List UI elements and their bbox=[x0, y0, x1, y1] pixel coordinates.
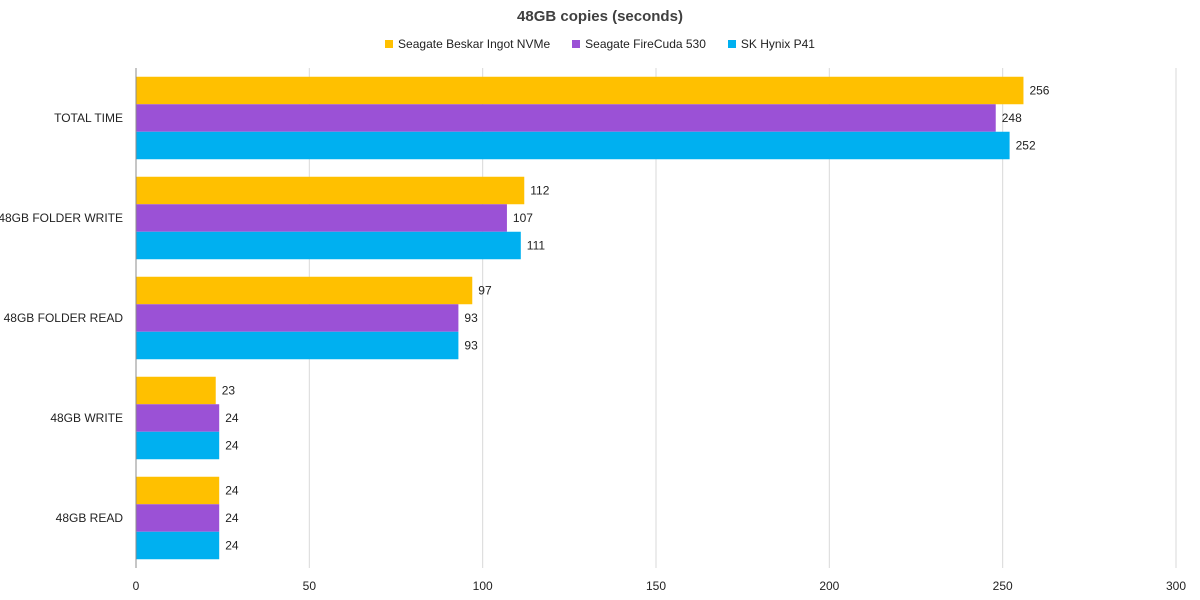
bar bbox=[136, 104, 996, 132]
data-label: 93 bbox=[464, 311, 478, 325]
data-label: 24 bbox=[225, 539, 239, 553]
bar bbox=[136, 276, 473, 305]
legend-swatch-firecuda bbox=[572, 40, 581, 48]
category-label: 48GB FOLDER WRITE bbox=[0, 211, 123, 225]
bar bbox=[136, 76, 1024, 105]
data-label: 97 bbox=[478, 284, 492, 298]
legend: Seagate Beskar Ingot NVMe Seagate FireCu… bbox=[0, 37, 1200, 51]
x-tick-label: 150 bbox=[646, 579, 666, 593]
data-label: 24 bbox=[225, 411, 239, 425]
bar bbox=[136, 504, 220, 532]
bar bbox=[136, 404, 220, 432]
legend-label-firecuda: Seagate FireCuda 530 bbox=[585, 37, 706, 51]
bar bbox=[136, 131, 1010, 160]
bar bbox=[136, 331, 459, 360]
x-tick-label: 300 bbox=[1166, 579, 1186, 593]
x-tick-label: 50 bbox=[303, 579, 317, 593]
legend-swatch-hynix bbox=[727, 40, 736, 48]
category-label: TOTAL TIME bbox=[54, 111, 123, 125]
data-label: 256 bbox=[1029, 84, 1049, 98]
data-label: 248 bbox=[1002, 111, 1022, 125]
legend-label-hynix: SK Hynix P41 bbox=[740, 37, 815, 51]
category-label: 48GB FOLDER READ bbox=[4, 311, 124, 325]
bar bbox=[136, 476, 220, 505]
x-tick-label: 200 bbox=[819, 579, 839, 593]
x-tick-label: 100 bbox=[473, 579, 493, 593]
bar bbox=[136, 231, 521, 260]
data-label: 112 bbox=[530, 184, 549, 198]
bar bbox=[136, 431, 220, 460]
x-tick-label: 0 bbox=[133, 579, 140, 593]
bar bbox=[136, 176, 525, 205]
x-tick-label: 250 bbox=[993, 579, 1013, 593]
data-label: 24 bbox=[225, 484, 239, 498]
category-label: 48GB WRITE bbox=[50, 411, 123, 425]
data-label: 24 bbox=[225, 511, 239, 525]
data-label: 111 bbox=[527, 239, 546, 253]
data-label: 107 bbox=[513, 211, 533, 225]
bar bbox=[136, 376, 216, 405]
legend-item-beskar: Seagate Beskar Ingot NVMe bbox=[385, 37, 550, 51]
chart-title: 48GB copies (seconds) bbox=[517, 8, 683, 25]
legend-item-hynix: SK Hynix P41 bbox=[727, 37, 815, 51]
data-label: 23 bbox=[222, 384, 236, 398]
data-label: 93 bbox=[464, 339, 478, 353]
legend-label-beskar: Seagate Beskar Ingot NVMe bbox=[398, 37, 551, 51]
category-label: 48GB READ bbox=[56, 511, 124, 525]
legend-swatch-beskar bbox=[385, 40, 394, 48]
bar bbox=[136, 531, 220, 560]
bar bbox=[136, 304, 459, 332]
data-label: 24 bbox=[225, 439, 239, 453]
data-label: 252 bbox=[1016, 139, 1036, 153]
legend-item-firecuda: Seagate FireCuda 530 bbox=[572, 37, 706, 51]
bar bbox=[136, 204, 507, 232]
